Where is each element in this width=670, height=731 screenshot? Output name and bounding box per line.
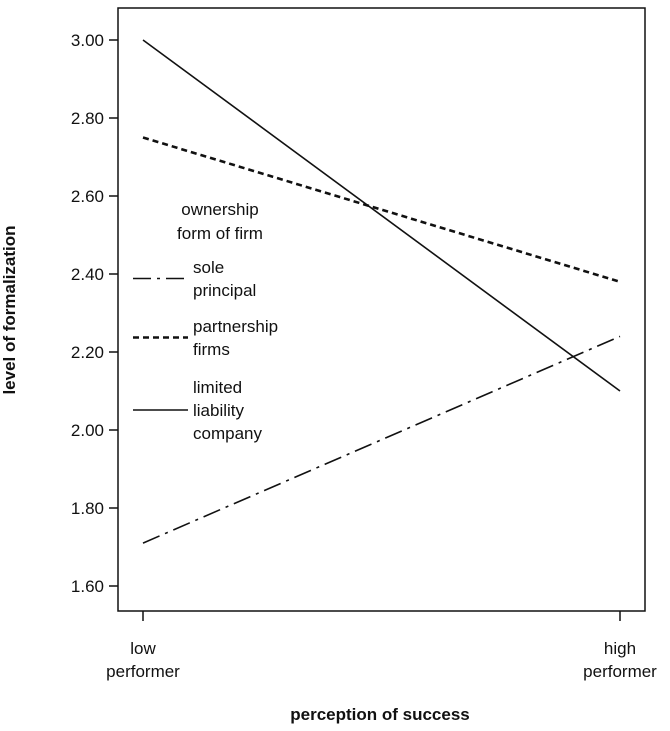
y-tick-label: 1.80: [71, 499, 104, 518]
y-tick-label: 2.80: [71, 109, 104, 128]
x-axis: low performer high performer: [106, 611, 657, 681]
legend-label: partnership: [193, 317, 278, 336]
x-tick-label: low: [130, 639, 156, 658]
x-axis-title: perception of success: [290, 705, 470, 724]
legend-label: principal: [193, 281, 256, 300]
y-tick-label: 2.60: [71, 187, 104, 206]
x-tick-label: high: [604, 639, 636, 658]
y-tick-label: 1.60: [71, 577, 104, 596]
y-tick-label: 2.20: [71, 343, 104, 362]
x-tick-label: performer: [583, 662, 657, 681]
legend-title: form of firm: [177, 224, 263, 243]
legend-title: ownership: [181, 200, 259, 219]
legend-label: limited: [193, 378, 242, 397]
y-tick-label: 2.40: [71, 265, 104, 284]
series-group: [142, 39, 621, 544]
y-axis: 1.60 1.80 2.00 2.20 2.40 2.60 2.80 3.00: [71, 31, 118, 596]
x-tick-label: performer: [106, 662, 180, 681]
y-tick-label: 2.00: [71, 421, 104, 440]
legend-label: sole: [193, 258, 224, 277]
legend-label: company: [193, 424, 262, 443]
series-line: [142, 136, 621, 284]
series-line: [142, 39, 621, 392]
series-line: [142, 335, 621, 544]
y-axis-title: level of formalization: [0, 225, 19, 394]
plot-frame: [117, 7, 646, 612]
legend-label: liability: [193, 401, 245, 420]
legend: ownership form of firm sole principal partne…: [133, 200, 278, 443]
y-tick-label: 3.00: [71, 31, 104, 50]
legend-label: firms: [193, 340, 230, 359]
